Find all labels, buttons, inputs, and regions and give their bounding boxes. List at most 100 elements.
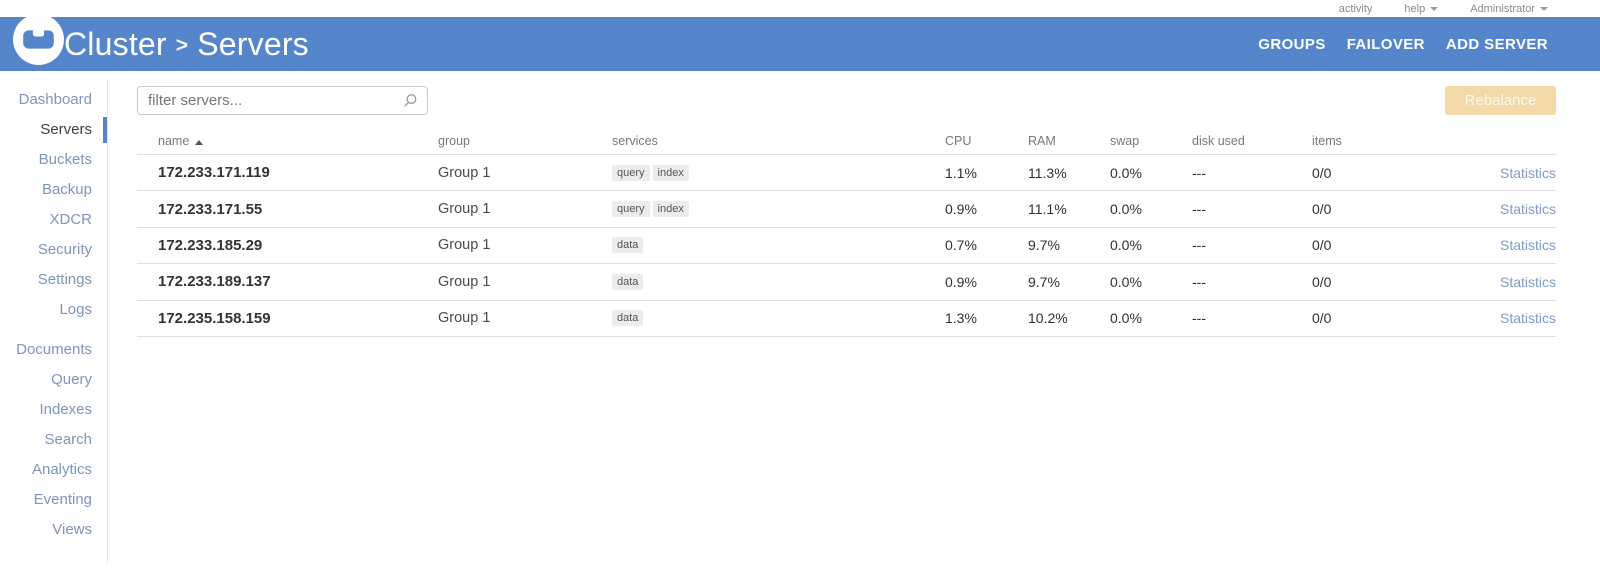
activity-label: activity	[1338, 2, 1373, 15]
filter-box	[137, 86, 428, 115]
main-content: Rebalance name group services CPU RAM sw…	[137, 71, 1556, 337]
sidebar-item-label: Views	[52, 521, 92, 538]
server-name[interactable]: 172.233.189.137	[158, 273, 271, 291]
column-group[interactable]: group	[438, 134, 470, 148]
statistics-link[interactable]: Statistics	[1499, 164, 1556, 181]
add-server-button[interactable]: ADD SERVER	[1445, 35, 1548, 53]
server-name[interactable]: 172.233.185.29	[158, 236, 263, 254]
help-menu[interactable]: help	[1404, 3, 1439, 15]
column-swap[interactable]: swap	[1110, 134, 1140, 148]
service-badge: query	[612, 164, 650, 181]
column-cpu[interactable]: CPU	[945, 134, 972, 148]
user-menu[interactable]: Administrator	[1470, 3, 1548, 15]
server-name[interactable]: 172.233.171.55	[158, 200, 263, 218]
ram-value: 9.7%	[1028, 273, 1060, 290]
ram-value: 10.2%	[1028, 310, 1068, 327]
table-row: 172.233.171.119 Group 1 query index 1.1%…	[137, 155, 1556, 192]
cpu-value: 1.1%	[945, 164, 977, 181]
statistics-link[interactable]: Statistics	[1499, 310, 1556, 327]
active-indicator	[103, 117, 107, 143]
server-group: Group 1	[438, 164, 491, 181]
sidebar-item-label: Documents	[16, 341, 92, 358]
activity-link[interactable]: activity	[1339, 3, 1373, 15]
sidebar-item-xdcr[interactable]: XDCR	[0, 205, 107, 235]
sidebar-item-security[interactable]: Security	[0, 235, 107, 265]
cpu-value: 0.7%	[945, 237, 977, 254]
sidebar-item-label: Servers	[40, 121, 92, 138]
service-badges: data	[612, 237, 945, 254]
sidebar-item-label: XDCR	[49, 211, 92, 228]
cpu-value: 0.9%	[945, 273, 977, 290]
failover-button[interactable]: FAILOVER	[1346, 35, 1425, 53]
disk-used-value: ---	[1192, 310, 1206, 327]
sidebar-item-logs[interactable]: Logs	[0, 295, 107, 325]
sidebar-item-label: Security	[37, 241, 92, 258]
sidebar-item-search[interactable]: Search	[0, 425, 107, 455]
column-ram[interactable]: RAM	[1028, 134, 1056, 148]
service-badges: query index	[612, 201, 945, 218]
disk-used-value: ---	[1192, 164, 1206, 181]
items-value: 0/0	[1312, 237, 1332, 254]
header-actions: GROUPS FAILOVER ADD SERVER	[1258, 36, 1600, 53]
swap-value: 0.0%	[1110, 164, 1142, 181]
cpu-value: 1.3%	[945, 310, 977, 327]
ram-value: 11.3%	[1028, 164, 1067, 181]
server-group: Group 1	[438, 273, 491, 290]
utility-bar: activity help Administrator	[0, 0, 1600, 17]
disk-used-value: ---	[1192, 273, 1206, 290]
service-badge: index	[652, 201, 689, 218]
items-value: 0/0	[1312, 201, 1332, 218]
table-header: name group services CPU RAM swap disk us…	[137, 128, 1556, 155]
disk-used-value: ---	[1192, 201, 1206, 218]
statistics-link[interactable]: Statistics	[1499, 201, 1556, 218]
column-disk-used[interactable]: disk used	[1192, 134, 1245, 148]
sidebar-item-label: Settings	[37, 271, 92, 288]
swap-value: 0.0%	[1110, 273, 1142, 290]
column-items[interactable]: items	[1312, 134, 1342, 148]
service-badge: data	[612, 273, 644, 290]
server-name[interactable]: 172.235.158.159	[158, 309, 271, 327]
table-row: 172.233.185.29 Group 1 data 0.7% 9.7% 0.…	[137, 228, 1556, 265]
sidebar-item-dashboard[interactable]: Dashboard	[0, 85, 107, 115]
toolbar: Rebalance	[137, 71, 1556, 128]
ram-value: 9.7%	[1028, 237, 1060, 254]
sidebar-item-analytics[interactable]: Analytics	[0, 455, 107, 485]
sidebar-item-indexes[interactable]: Indexes	[0, 395, 107, 425]
items-value: 0/0	[1312, 164, 1332, 181]
column-name[interactable]: name	[158, 134, 438, 148]
breadcrumb: Cluster > Servers	[64, 26, 309, 63]
sidebar-item-buckets[interactable]: Buckets	[0, 145, 107, 175]
sidebar-item-eventing[interactable]: Eventing	[0, 485, 107, 515]
sidebar-item-label: Buckets	[38, 151, 92, 168]
disk-used-value: ---	[1192, 237, 1206, 254]
service-badge: data	[612, 310, 644, 327]
sidebar-item-views[interactable]: Views	[0, 515, 107, 545]
table-row: 172.235.158.159 Group 1 data 1.3% 10.2% …	[137, 301, 1556, 337]
rebalance-button[interactable]: Rebalance	[1445, 86, 1556, 115]
search-icon	[403, 93, 418, 108]
statistics-link[interactable]: Statistics	[1499, 273, 1556, 290]
sidebar-item-documents[interactable]: Documents	[0, 335, 107, 365]
app-header: Cluster > Servers GROUPS FAILOVER ADD SE…	[0, 14, 1600, 71]
swap-value: 0.0%	[1110, 201, 1142, 218]
statistics-link[interactable]: Statistics	[1499, 237, 1556, 254]
sidebar-item-settings[interactable]: Settings	[0, 265, 107, 295]
groups-button[interactable]: GROUPS	[1258, 35, 1326, 53]
column-name-label: name	[158, 134, 190, 148]
chevron-down-icon	[1430, 6, 1439, 11]
sidebar-divider	[107, 80, 108, 563]
sort-asc-icon	[195, 140, 204, 145]
cpu-value: 0.9%	[945, 201, 977, 218]
server-group: Group 1	[438, 237, 491, 254]
sidebar-item-backup[interactable]: Backup	[0, 175, 107, 205]
chevron-down-icon	[1540, 6, 1548, 11]
server-group: Group 1	[438, 310, 491, 327]
sidebar-item-servers[interactable]: Servers	[0, 115, 107, 145]
sidebar-item-label: Indexes	[39, 401, 92, 418]
service-badge: query	[612, 201, 650, 218]
filter-servers-input[interactable]	[138, 92, 403, 109]
sidebar-item-query[interactable]: Query	[0, 365, 107, 395]
column-services[interactable]: services	[612, 134, 658, 148]
server-name[interactable]: 172.233.171.119	[158, 164, 270, 182]
items-value: 0/0	[1312, 310, 1332, 327]
